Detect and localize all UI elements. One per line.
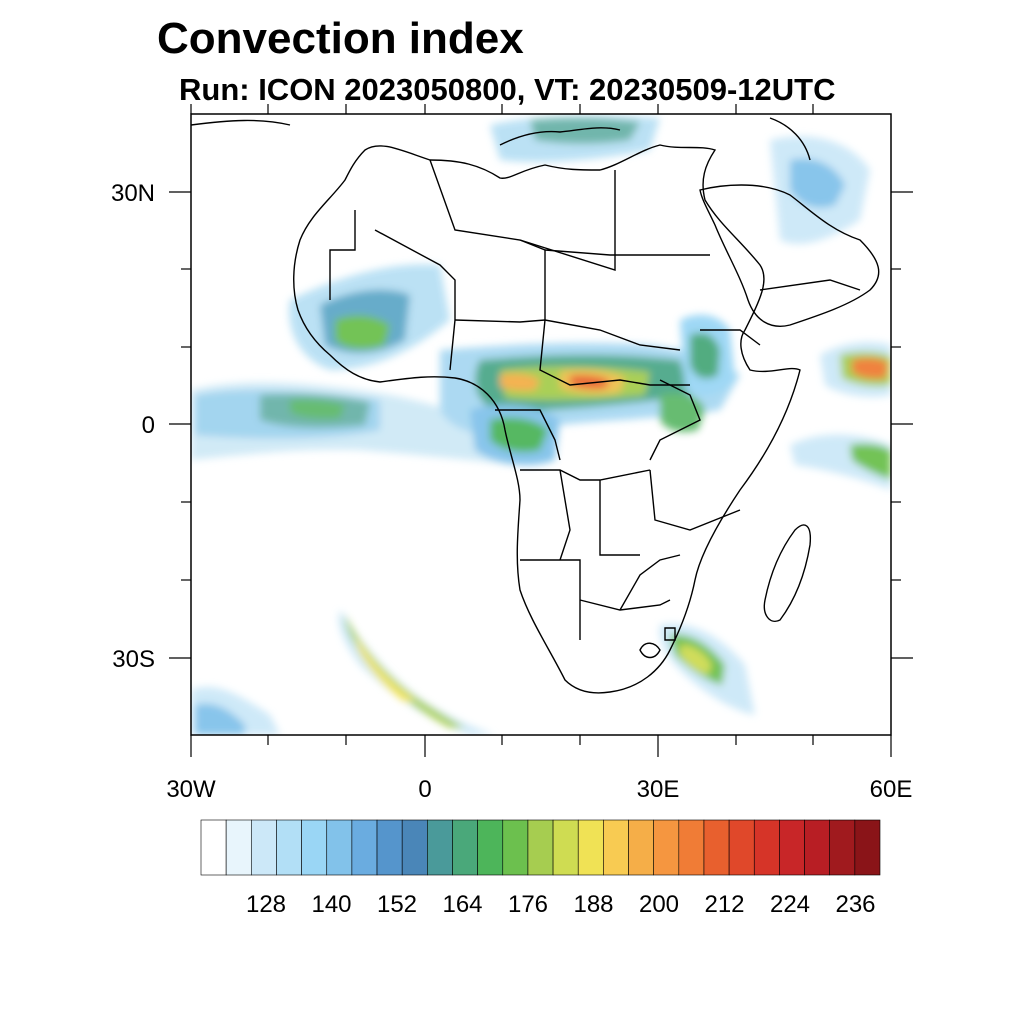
colorbar-label: 128 — [246, 891, 286, 918]
colorbar-swatch — [200, 819, 227, 876]
colorbar-swatch — [628, 819, 654, 876]
colorbar-label: 224 — [770, 891, 810, 918]
colorbar-swatch — [829, 819, 856, 876]
colorbar-swatch — [502, 819, 529, 876]
colorbar-swatch — [326, 819, 353, 876]
colorbar-swatch — [804, 819, 831, 876]
chart-subtitle: Run: ICON 2023050800, VT: 20230509-12UTC — [179, 72, 836, 107]
colorbar-swatch — [527, 819, 554, 876]
lon-label-30w: 30W — [166, 776, 216, 803]
colorbar-swatch — [854, 819, 881, 876]
colorbar-swatch — [577, 819, 604, 876]
colorbar-labels: 128 140 152 164 176 188 200 212 224 236 — [246, 891, 876, 918]
chart-title: Convection index — [157, 14, 524, 63]
colorbar — [200, 819, 881, 876]
axis-ticks — [169, 104, 913, 757]
colorbar-swatch — [779, 819, 805, 876]
colorbar-label: 164 — [442, 891, 482, 918]
colorbar-label: 200 — [639, 891, 679, 918]
lon-label-0: 0 — [418, 776, 431, 803]
colorbar-swatch — [603, 819, 629, 876]
colorbar-swatch — [401, 819, 428, 876]
colorbar-swatch — [250, 819, 277, 876]
colorbar-label: 176 — [508, 891, 548, 918]
colorbar-label: 212 — [704, 891, 744, 918]
colorbar-swatch — [653, 819, 680, 876]
lon-label-30e: 30E — [637, 776, 680, 803]
colorbar-swatch — [427, 819, 453, 876]
lat-label-30s: 30S — [112, 646, 155, 673]
colorbar-label: 152 — [377, 891, 417, 918]
colorbar-swatch — [225, 819, 252, 876]
convection-field — [191, 114, 891, 735]
coastlines — [191, 117, 880, 694]
colorbar-label: 188 — [573, 891, 613, 918]
lat-label-0: 0 — [142, 412, 155, 439]
colorbar-label: 236 — [835, 891, 875, 918]
axis-labels: 30N 0 30S 30W 0 30E 60E — [111, 180, 912, 803]
colorbar-swatch — [301, 819, 328, 876]
lon-label-60e: 60E — [870, 776, 913, 803]
colorbar-swatch — [452, 819, 478, 876]
colorbar-swatch — [552, 819, 579, 876]
colorbar-swatch — [477, 819, 504, 876]
colorbar-swatch — [351, 819, 378, 876]
colorbar-label: 140 — [311, 891, 351, 918]
colorbar-swatch — [703, 819, 730, 876]
colorbar-swatch — [753, 819, 780, 876]
colorbar-swatch — [376, 819, 403, 876]
colorbar-swatch — [276, 819, 302, 876]
colorbar-swatch — [728, 819, 755, 876]
colorbar-swatch — [678, 819, 705, 876]
lat-label-30n: 30N — [111, 180, 155, 207]
